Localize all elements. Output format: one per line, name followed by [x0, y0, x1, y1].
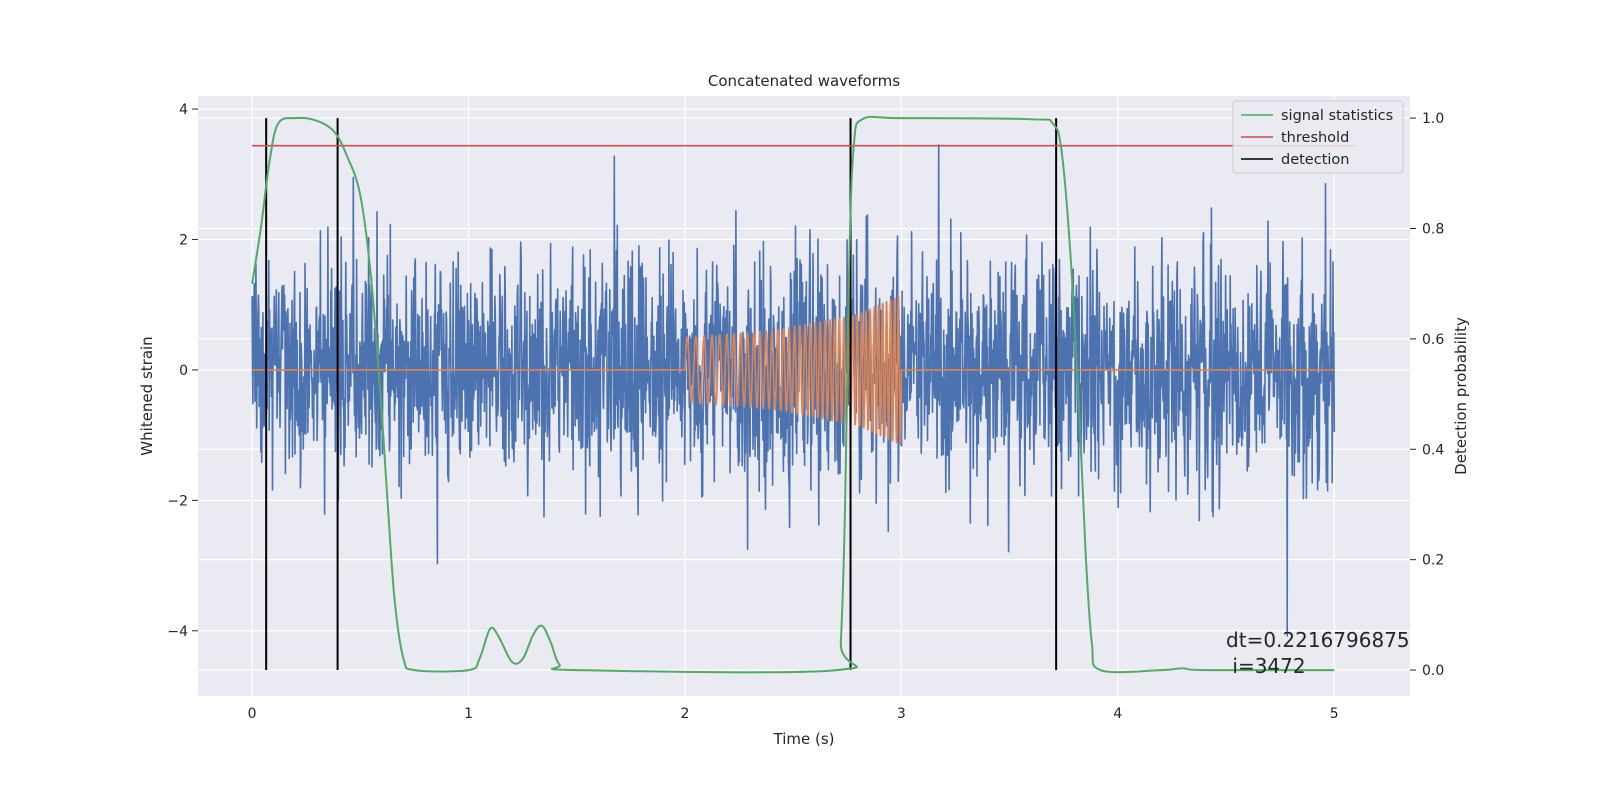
legend-label-detection: detection	[1281, 152, 1349, 168]
legend-box	[1232, 100, 1404, 174]
y2-tick-label: 0.0	[1422, 663, 1444, 679]
y-tick-label: −4	[167, 624, 188, 640]
y2-tick-label: 0.2	[1422, 553, 1444, 569]
x-tick-label: 5	[1330, 706, 1339, 722]
y-axis-label: Whitened strain	[138, 336, 156, 455]
chirp-series-line	[252, 295, 1335, 446]
legend-label-signal-statistics: signal statistics	[1281, 108, 1393, 124]
legend: signal statistics threshold detection	[1232, 100, 1404, 174]
y-tick-label: 4	[179, 102, 188, 118]
x-tick-label: 1	[464, 706, 473, 722]
axis-ticks: 0 1 2 3 4 5 −4 −2 0 2 4 0.0 0.2 0.4 0.6 0.8 1.0	[167, 102, 1444, 722]
annotation-index: i=3472	[1226, 654, 1306, 678]
y2-axis-label: Detection probability	[1452, 317, 1470, 475]
y2-tick-label: 0.6	[1422, 332, 1444, 348]
x-axis-label: Time (s)	[773, 730, 835, 748]
legend-label-threshold: threshold	[1281, 130, 1349, 146]
chart-title: Concatenated waveforms	[708, 72, 900, 90]
y-tick-label: −2	[167, 493, 188, 509]
grid-lines	[198, 96, 1410, 696]
x-tick-label: 3	[897, 706, 906, 722]
y2-tick-label: 0.8	[1422, 221, 1444, 237]
data-series	[251, 115, 1356, 674]
y2-tick-label: 0.4	[1422, 442, 1444, 458]
x-tick-label: 4	[1113, 706, 1122, 722]
x-tick-label: 2	[681, 706, 690, 722]
x-tick-label: 0	[248, 706, 257, 722]
signal-statistics-line	[251, 115, 1335, 674]
annotation-dt: dt=0.2216796875	[1226, 628, 1410, 652]
y2-tick-label: 1.0	[1422, 111, 1444, 127]
y-tick-label: 0	[179, 363, 188, 379]
y-tick-label: 2	[179, 232, 188, 248]
